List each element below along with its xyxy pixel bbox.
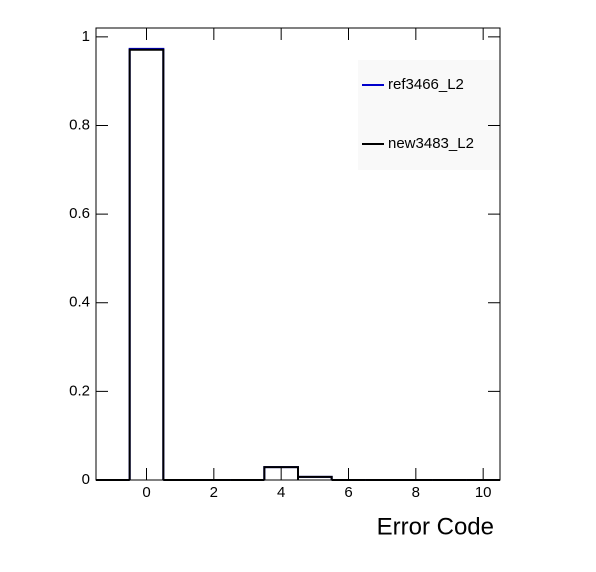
- legend-box: [358, 60, 500, 170]
- histogram-bin: [297, 475, 333, 480]
- x-tick-label: 0: [142, 484, 150, 501]
- x-tick-label: 6: [344, 484, 352, 501]
- x-tick-label: 8: [412, 484, 420, 501]
- histogram-bin: [263, 466, 299, 480]
- y-tick-label: 0: [82, 471, 90, 488]
- y-tick-label: 0.2: [69, 382, 90, 399]
- y-tick-label: 0.8: [69, 116, 90, 133]
- legend-label: ref3466_L2: [388, 76, 464, 93]
- plot-frame: [95, 27, 501, 481]
- y-tick-label: 1: [82, 28, 90, 45]
- y-tick-label: 0.4: [69, 294, 90, 311]
- x-tick-label: 4: [277, 484, 285, 501]
- histogram-bin: [128, 48, 165, 480]
- x-tick-label: 10: [475, 484, 492, 501]
- x-tick-label: 2: [210, 484, 218, 501]
- y-tick-label: 0.6: [69, 205, 90, 222]
- legend-label: new3483_L2: [388, 135, 474, 152]
- x-axis-title: Error Code: [377, 513, 494, 540]
